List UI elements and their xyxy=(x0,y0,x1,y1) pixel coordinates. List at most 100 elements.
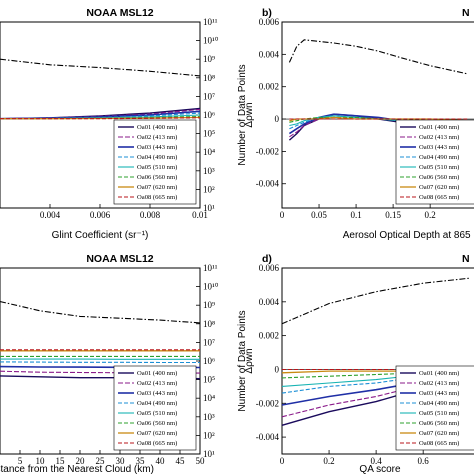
y-tick-label: 0 xyxy=(275,114,280,124)
x-tick-label: 0.1 xyxy=(350,210,361,220)
y2-tick-label: 10¹¹ xyxy=(203,263,218,273)
series-line-oa07 xyxy=(289,116,468,122)
y2-tick-label: 10¹ xyxy=(203,203,215,213)
y-tick-label: 0.004 xyxy=(259,49,280,59)
y2-tick-label: 10³ xyxy=(203,412,215,422)
legend-label: Oa03 (443 nm) xyxy=(137,144,177,151)
legend-box xyxy=(395,365,474,451)
y2-tick-label: 10⁸ xyxy=(203,73,215,83)
x-tick-label: 0.15 xyxy=(385,210,401,220)
x-tick-label: 0.2 xyxy=(425,210,436,220)
legend-label: Oa03 (443 nm) xyxy=(419,144,459,151)
y2-tick-label: 10⁸ xyxy=(203,319,215,329)
y2-tick-label: 10¹⁰ xyxy=(203,36,219,46)
panel-c-y2-ticks: 10¹ 10² 10³ 10⁴ 10⁵ 10⁶ 10⁷ 10⁸ 10⁹ 10¹⁰ 10¹¹ xyxy=(196,263,219,459)
panel-c-title: NOAA MSL12 xyxy=(86,253,153,265)
y2-tick-label: 10⁶ xyxy=(203,356,215,366)
panel-c: NOAA MSL12 5 10 15 20 25 30 35 40 45 50 10¹ 10² 10³… xyxy=(0,253,248,474)
x-tick-label: 10 xyxy=(36,456,46,466)
legend-label: Oa06 (560 nm) xyxy=(137,420,177,427)
y-tick-label: -0.002 xyxy=(256,146,279,156)
legend-label: Oa07 (620 nm) xyxy=(419,184,459,191)
y2-tick-label: 10¹¹ xyxy=(203,17,218,27)
x-tick-label: 0 xyxy=(280,456,285,466)
legend-label: Oa07 (620 nm) xyxy=(137,430,177,437)
y2-tick-label: 10¹⁰ xyxy=(203,282,219,292)
x-tick-label: 50 xyxy=(196,456,206,466)
x-tick-label: 45 xyxy=(176,456,186,466)
panel-d-legend: Oa01 (400 nm) Oa02 (413 nm) Oa03 (443 nm) O… xyxy=(395,365,474,451)
series-line-data-points xyxy=(0,300,201,324)
legend-box xyxy=(113,365,197,451)
legend-label: Oa08 (665 nm) xyxy=(419,440,459,447)
legend-label: Oa04 (490 nm) xyxy=(419,400,459,407)
x-tick-label: 30 xyxy=(116,456,126,466)
panel-b-ylabel: Δρwn xyxy=(244,102,255,127)
y2-tick-label: 10² xyxy=(203,184,215,194)
panel-a: NOAA MSL12 0.004 0.006 0.008 0.01 10¹ 10² 10³… xyxy=(0,7,248,241)
legend-label: Oa01 (400 nm) xyxy=(419,370,459,377)
panel-c-xlabel: Distance from the Nearest Cloud (km) xyxy=(0,464,154,474)
panel-d-xlabel: QA score xyxy=(359,464,401,474)
panel-b-label: b) xyxy=(262,7,272,19)
y2-tick-label: 10⁹ xyxy=(203,300,215,310)
y2-tick-label: 10⁵ xyxy=(203,129,215,139)
series-line-oa02 xyxy=(0,370,201,374)
series-line-data-points xyxy=(0,58,201,77)
panel-d-x-ticks: 0 0.2 0.4 0.6 xyxy=(280,450,429,466)
y2-tick-label: 10⁵ xyxy=(203,375,215,385)
panel-d-label: d) xyxy=(262,253,272,265)
series-line-oa08 xyxy=(0,117,201,120)
legend-box xyxy=(395,119,474,205)
y-tick-label: -0.002 xyxy=(256,398,279,408)
legend-label: Oa05 (510 nm) xyxy=(137,410,177,417)
legend-label: Oa06 (560 nm) xyxy=(419,420,459,427)
panel-c-x-ticks: 5 10 15 20 25 30 35 40 45 50 xyxy=(18,450,205,466)
legend-label: Oa02 (413 nm) xyxy=(137,380,177,387)
x-tick-label: 5 xyxy=(18,456,23,466)
legend-label: Oa03 (443 nm) xyxy=(419,390,459,397)
panel-c-legend: Oa01 (400 nm) Oa02 (413 nm) Oa03 (443 nm) O… xyxy=(113,365,197,451)
panel-b-legend: Oa01 (400 nm) Oa02 (413 nm) Oa03 (443 nm) O… xyxy=(395,119,474,205)
y2-tick-label: 10² xyxy=(203,430,215,440)
y2-tick-label: 10⁷ xyxy=(203,337,215,347)
y-tick-label: 0.006 xyxy=(259,263,280,273)
panel-b-x-ticks: 0 0.05 0.1 0.15 0.2 xyxy=(280,204,436,220)
legend-label: Oa05 (510 nm) xyxy=(419,164,459,171)
series-line-oa04 xyxy=(0,361,200,364)
x-tick-label: 25 xyxy=(96,456,106,466)
y2-tick-label: 10⁴ xyxy=(203,147,215,157)
y2-tick-label: 10⁷ xyxy=(203,91,215,101)
panel-b-xlabel: Aerosol Optical Depth at 865 nm xyxy=(343,230,474,241)
legend-label: Oa04 (490 nm) xyxy=(419,154,459,161)
panel-a-y2label: Number of Data Points xyxy=(237,64,248,165)
y-tick-label: -0.004 xyxy=(256,179,280,189)
legend-label: Oa02 (413 nm) xyxy=(137,134,177,141)
x-tick-label: 35 xyxy=(136,456,146,466)
y2-tick-label: 10⁹ xyxy=(203,54,215,64)
x-tick-label: 0.006 xyxy=(90,210,111,220)
legend-label: Oa01 (400 nm) xyxy=(137,124,177,131)
legend-label: Oa07 (620 nm) xyxy=(419,430,459,437)
legend-label: Oa08 (665 nm) xyxy=(137,194,177,201)
y-tick-label: 0 xyxy=(275,364,280,374)
x-tick-label: 20 xyxy=(76,456,86,466)
legend-label: Oa07 (620 nm) xyxy=(137,184,177,191)
y2-tick-label: 10¹ xyxy=(203,449,215,459)
legend-label: Oa06 (560 nm) xyxy=(137,174,177,181)
legend-label: Oa01 (400 nm) xyxy=(419,124,459,131)
panel-d: d) N 0 0.2 0.4 0.6 -0.004 -0.002 0 0.002 0.004 0… xyxy=(244,253,474,474)
panel-d-ylabel: Δρwn xyxy=(244,348,255,373)
x-tick-label: 0.05 xyxy=(311,210,327,220)
series-line-data-points xyxy=(288,39,468,75)
y2-tick-label: 10⁶ xyxy=(203,110,215,120)
y-tick-label: 0.006 xyxy=(259,17,280,27)
panel-c-y2label: Number of Data Points xyxy=(237,310,248,411)
legend-label: Oa05 (510 nm) xyxy=(137,164,177,171)
legend-label: Oa06 (560 nm) xyxy=(419,174,459,181)
x-tick-label: 0.2 xyxy=(323,456,334,466)
series-line-data-points xyxy=(281,277,471,325)
legend-label: Oa04 (490 nm) xyxy=(137,154,177,161)
x-tick-label: 15 xyxy=(56,456,66,466)
